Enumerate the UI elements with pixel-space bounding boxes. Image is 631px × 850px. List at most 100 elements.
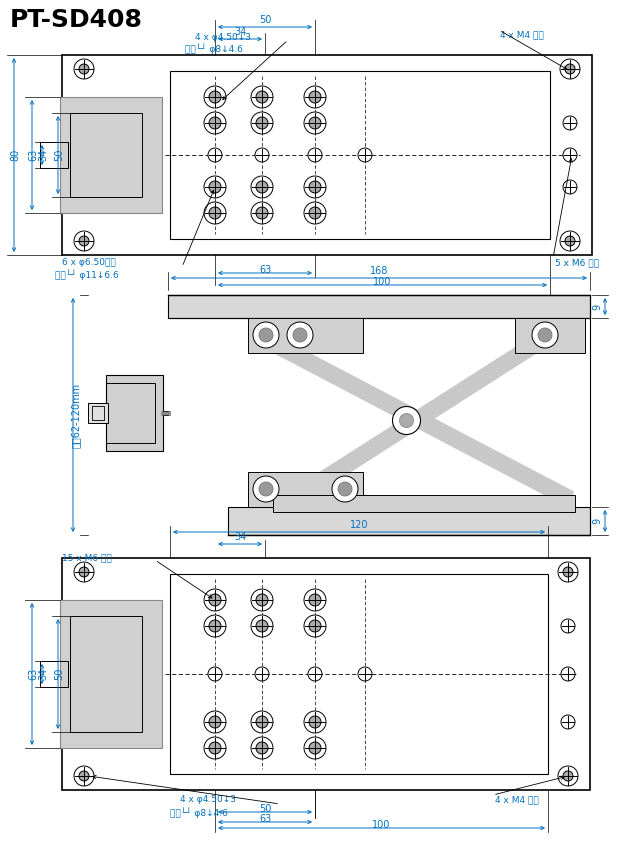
Text: 9: 9: [592, 303, 602, 309]
Circle shape: [256, 91, 268, 103]
Text: 100: 100: [372, 820, 391, 830]
Text: 6 x φ6.50贯穿: 6 x φ6.50贯穿: [62, 258, 115, 267]
Circle shape: [565, 236, 575, 246]
Circle shape: [561, 715, 575, 729]
Text: 34: 34: [38, 668, 48, 680]
Text: 4 x φ4.50↓3: 4 x φ4.50↓3: [195, 33, 251, 42]
Bar: [92, 405, 104, 420]
Text: 4 x M4 贯穿: 4 x M4 贯穿: [495, 795, 539, 804]
Circle shape: [309, 742, 321, 754]
FancyArrow shape: [289, 332, 550, 506]
Text: 63: 63: [28, 668, 38, 680]
Bar: [106, 382, 155, 443]
Circle shape: [251, 176, 273, 198]
Circle shape: [209, 716, 221, 728]
Circle shape: [204, 711, 226, 733]
Circle shape: [204, 737, 226, 759]
Text: 34: 34: [234, 27, 246, 37]
Circle shape: [74, 562, 94, 582]
Circle shape: [209, 91, 221, 103]
Circle shape: [563, 116, 577, 130]
Circle shape: [251, 615, 273, 637]
Circle shape: [256, 207, 268, 219]
Circle shape: [204, 86, 226, 108]
Circle shape: [79, 64, 89, 74]
Bar: [515, 318, 585, 353]
Circle shape: [563, 180, 577, 194]
Circle shape: [304, 737, 326, 759]
Bar: [62, 558, 590, 790]
Text: 50: 50: [259, 804, 271, 814]
Circle shape: [560, 59, 580, 79]
Circle shape: [304, 176, 326, 198]
Text: 100: 100: [374, 277, 392, 287]
Text: 9: 9: [592, 518, 602, 524]
Circle shape: [309, 620, 321, 632]
Bar: [248, 318, 363, 353]
Circle shape: [251, 202, 273, 224]
Circle shape: [558, 562, 578, 582]
Bar: [60, 97, 162, 213]
Circle shape: [208, 667, 222, 681]
Circle shape: [74, 231, 94, 251]
Circle shape: [209, 207, 221, 219]
Circle shape: [251, 86, 273, 108]
Circle shape: [74, 59, 94, 79]
Circle shape: [560, 231, 580, 251]
Text: 63: 63: [28, 149, 38, 162]
Text: 120: 120: [350, 520, 369, 530]
Circle shape: [253, 476, 279, 502]
Circle shape: [565, 64, 575, 74]
Circle shape: [532, 322, 558, 348]
Circle shape: [256, 594, 268, 606]
Text: 行程62-120mm: 行程62-120mm: [71, 382, 81, 448]
Text: 15 x M6 贯穿: 15 x M6 贯穿: [62, 553, 112, 562]
Text: PT-SD408: PT-SD408: [10, 8, 143, 32]
Circle shape: [256, 716, 268, 728]
Circle shape: [79, 236, 89, 246]
Circle shape: [309, 716, 321, 728]
Circle shape: [255, 667, 269, 681]
Circle shape: [251, 589, 273, 611]
Bar: [170, 71, 550, 239]
Circle shape: [563, 771, 573, 781]
Circle shape: [563, 567, 573, 577]
Bar: [170, 574, 548, 774]
Text: 4 x M4 贯穿: 4 x M4 贯穿: [500, 30, 544, 39]
Text: 34: 34: [234, 532, 246, 542]
Bar: [106, 375, 163, 451]
Circle shape: [332, 476, 358, 502]
Circle shape: [256, 620, 268, 632]
Circle shape: [309, 207, 321, 219]
Text: 背面└┘ φ11↓6.6: 背面└┘ φ11↓6.6: [55, 269, 119, 280]
Circle shape: [558, 766, 578, 786]
Circle shape: [392, 406, 420, 434]
Bar: [273, 495, 575, 512]
Circle shape: [256, 742, 268, 754]
Circle shape: [209, 594, 221, 606]
Text: 168: 168: [370, 266, 388, 276]
Bar: [70, 113, 142, 197]
Circle shape: [561, 667, 575, 681]
Circle shape: [74, 766, 94, 786]
Circle shape: [308, 148, 322, 162]
Bar: [60, 600, 162, 748]
Circle shape: [309, 594, 321, 606]
Circle shape: [304, 615, 326, 637]
Circle shape: [304, 112, 326, 134]
Circle shape: [309, 117, 321, 129]
Circle shape: [204, 202, 226, 224]
Bar: [40, 661, 68, 687]
Bar: [228, 507, 590, 535]
Text: 80: 80: [10, 149, 20, 162]
Circle shape: [338, 482, 352, 496]
Circle shape: [304, 711, 326, 733]
Circle shape: [304, 86, 326, 108]
Circle shape: [256, 117, 268, 129]
Circle shape: [259, 328, 273, 342]
Circle shape: [251, 737, 273, 759]
Circle shape: [79, 771, 89, 781]
Circle shape: [259, 482, 273, 496]
Circle shape: [209, 117, 221, 129]
Text: 背面└┘ φ8↓4.6: 背面└┘ φ8↓4.6: [170, 807, 228, 818]
